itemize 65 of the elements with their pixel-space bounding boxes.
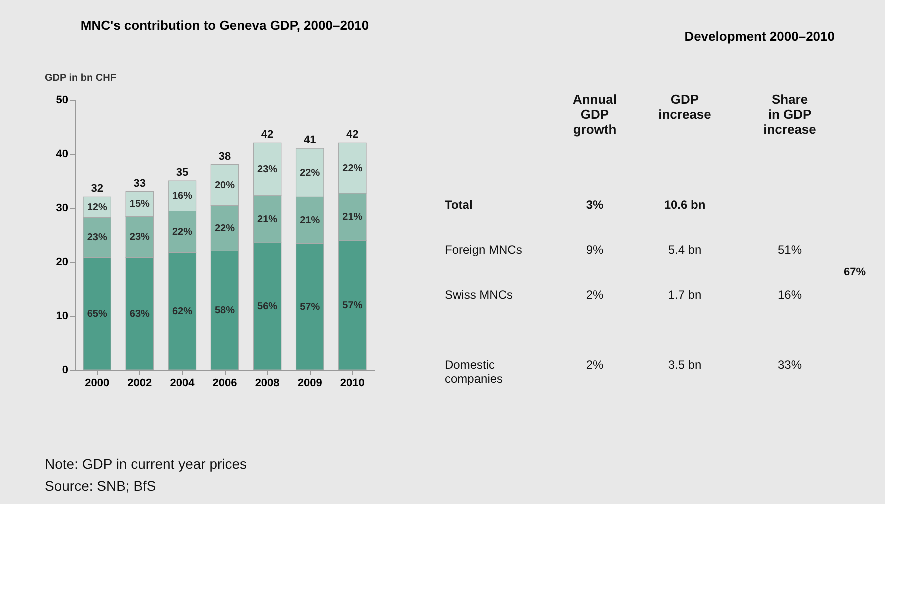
x-tick-label: 2000 <box>85 378 110 390</box>
x-tick-label: 2006 <box>212 378 238 390</box>
annotation: 57% <box>342 300 363 312</box>
y-tick-label: 20 <box>56 256 68 268</box>
text: Annual GDP growth <box>572 92 618 137</box>
annotation: 57% <box>300 302 320 313</box>
data-label: 3.5 bn <box>668 358 702 372</box>
annotation: 23% <box>258 164 278 176</box>
y-tick-label: 0 <box>62 364 68 376</box>
category-label: Foreign MNCs <box>445 243 522 257</box>
text: Development 2000–2010 <box>684 29 835 44</box>
annotation: 21% <box>258 214 278 226</box>
data-label: 1.7 bn <box>668 288 702 302</box>
x-tick-label: 2009 <box>298 378 322 390</box>
total-label: 33 <box>134 178 146 190</box>
x-tick-label: 2002 <box>128 378 152 390</box>
data-label: 10.6 bn <box>664 198 706 212</box>
annotation: 65% <box>87 308 108 320</box>
category-label: Swiss MNCs <box>445 288 513 302</box>
x-tick-label: 2010 <box>340 378 365 390</box>
annotation: 22% <box>214 224 236 235</box>
annotation: 56% <box>258 302 278 313</box>
source-note: Source: SNB; BfS <box>45 478 156 494</box>
total-label: 42 <box>346 129 359 142</box>
x-tick-label: 2008 <box>255 378 280 390</box>
data-label: 3% <box>586 198 604 212</box>
data-label: 9% <box>586 243 604 257</box>
data-label: 5.4 bn <box>668 243 702 257</box>
y-tick-label: 30 <box>56 202 68 214</box>
y-axis-title: GDP in bn CHF <box>45 73 116 84</box>
category-label: Total <box>445 198 473 212</box>
annotation: 22% <box>300 168 320 179</box>
chart-title: MNC's contribution to Geneva GDP, 2000–2010 <box>80 18 370 33</box>
y-tick-label: 50 <box>56 94 68 106</box>
annotation: 62% <box>172 306 193 318</box>
data-label: 2% <box>586 358 604 372</box>
x-tick-label: 2004 <box>170 378 196 390</box>
category-label: Domestic companies <box>445 358 504 386</box>
total-label: 38 <box>218 150 232 163</box>
text: GDP increase <box>658 92 712 122</box>
y-tick-label: 10 <box>56 310 68 322</box>
text: 67% <box>844 266 866 278</box>
data-label: 33% <box>778 358 802 372</box>
annotation: 21% <box>300 215 320 226</box>
data-label: 16% <box>778 288 802 302</box>
annotation: 58% <box>214 306 236 317</box>
annotation: 22% <box>172 227 193 238</box>
text: Share in GDP increase <box>764 92 816 137</box>
annotation: 16% <box>172 191 193 202</box>
text: Note: GDP in current year prices <box>45 456 248 472</box>
total-label: 35 <box>176 167 189 179</box>
data-label: 2% <box>586 288 604 302</box>
annotation: 23% <box>130 232 150 244</box>
total-label: 41 <box>304 134 316 147</box>
annotation: 15% <box>130 199 150 210</box>
annotation: 23% <box>87 232 108 244</box>
annotation: 63% <box>130 308 150 320</box>
annotation: 12% <box>87 202 108 214</box>
annotation: 20% <box>214 180 236 192</box>
y-tick-label: 40 <box>56 148 68 160</box>
total-label: 32 <box>91 183 104 196</box>
annotation: 21% <box>342 212 363 224</box>
data-label: 51% <box>778 243 802 257</box>
annotation: 22% <box>342 163 363 174</box>
total-label: 42 <box>261 129 274 142</box>
